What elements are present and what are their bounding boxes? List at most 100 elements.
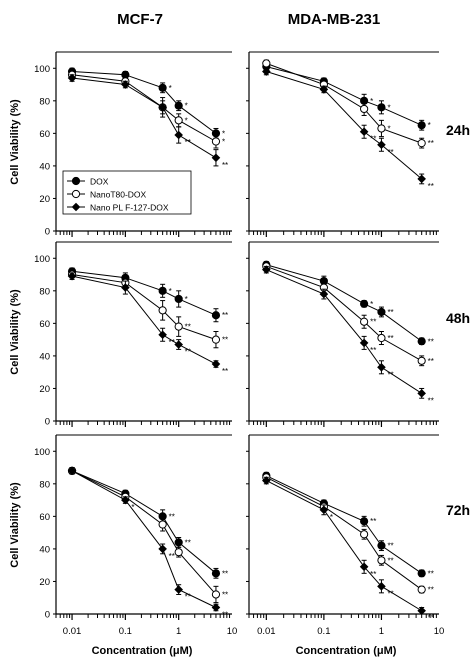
series-line [266,269,422,394]
point-f127 [158,330,167,340]
y-tick-label: 100 [34,254,50,265]
point-f127 [359,338,369,348]
point-dox [417,337,426,346]
significance-label: ** [185,323,191,332]
point-nanot80 [417,139,426,148]
point-nanot80 [360,317,369,326]
significance-label: ** [428,139,434,148]
significance-label: ** [370,318,376,327]
point-f127 [211,359,221,369]
point-dox [174,538,183,547]
series-2: ******* [262,476,434,623]
point-f127 [377,582,386,591]
x-tick-label: 1 [379,626,384,637]
series-line [266,62,422,144]
row-label-72h: 72h [446,502,470,518]
xlabel-right: Concentration (μM) [296,645,397,657]
point-dox [360,517,369,526]
point-f127 [211,153,221,163]
y-tick-label: 60 [39,129,50,140]
point-nanot80 [211,137,221,146]
significance-label: ** [222,311,228,320]
point-f127 [174,130,183,140]
series-2: ******* [67,466,228,619]
series-line [71,470,217,595]
point-nanot80 [174,116,183,125]
significance-label: ** [185,593,191,602]
ylabel-row-2: Cell Viability (%) [9,289,21,375]
point-f127 [319,289,329,299]
series-0: * * * [67,67,225,139]
significance-label: * [169,84,172,93]
significance-label: * [222,129,225,138]
point-nanot80 [360,104,369,114]
series-2: **** [67,73,228,170]
series-line [266,66,422,126]
point-nanot80 [377,333,386,343]
point-nanot80 [360,530,369,539]
point-f127 [67,73,77,83]
point-dox [417,569,426,578]
point-f127 [377,363,386,372]
row-label-24h: 24h [446,122,470,138]
point-f127 [262,67,271,76]
series-line [266,264,422,342]
point-nanot80 [174,548,183,557]
series-0: **** [67,267,228,323]
point-dox [158,83,167,92]
series-0: ** ** ** [67,466,228,579]
y-tick-label: 100 [34,64,50,75]
point-f127 [377,140,386,150]
legend-label: Nano PL F-127-DOX [90,203,169,213]
x-tick-label: 0.1 [119,626,132,637]
significance-label: * [387,124,390,133]
series-1: ** ** ** [262,262,434,367]
significance-label: ** [370,517,376,526]
series-line [266,265,422,362]
y-tick-label: 60 [39,319,50,330]
point-nanot80 [158,520,167,529]
panels: 020406080100*********************0204060… [34,51,445,637]
point-nanot80 [211,590,221,599]
significance-label: * [169,287,172,296]
row-label-48h: 48h [446,310,470,326]
panel-mda-mb-231-48h: ***************** [246,241,439,427]
point-nanot80 [174,322,183,331]
y-tick-label: 40 [39,161,50,172]
point-f127 [211,603,221,612]
significance-label: ** [428,337,434,346]
x-tick-label: 1 [176,626,181,637]
series-line [71,470,217,608]
ylabel-row-3: Cell Viability (%) [9,482,21,568]
x-tick-label: 10 [434,626,445,637]
significance-label: * [222,138,225,147]
legend-label: NanoT80-DOX [90,190,147,200]
y-tick-label: 80 [39,286,50,297]
series-2: ** ** ** [262,265,434,405]
legend: DOX NanoT80-DOX Nano PL F-127-DOX [62,170,192,215]
series-0: ***** [262,260,434,346]
significance-label: ** [387,589,393,598]
y-tick-label: 80 [39,479,50,490]
significance-label: ** [428,586,434,595]
series-1: ** [67,466,228,604]
panel-mda-mb-231-72h: 0.01 0.1 1 10***************** [246,434,445,637]
significance-label: ** [428,569,434,578]
significance-label: ** [428,182,434,191]
significance-label: ** [387,148,393,157]
significance-label: ** [222,590,228,599]
point-f127 [158,544,167,554]
significance-label: ** [387,308,393,317]
significance-label: ** [428,614,434,623]
point-nanot80 [262,59,271,68]
x-tick-label: 0.1 [317,626,330,637]
significance-label: ** [169,552,175,561]
point-f127 [319,85,329,94]
point-nanot80 [377,124,386,133]
point-f127 [67,466,77,476]
col-title-mcf7: MCF-7 [117,11,163,28]
point-dox [71,176,81,186]
significance-label: ** [370,346,376,355]
point-dox [377,307,386,317]
